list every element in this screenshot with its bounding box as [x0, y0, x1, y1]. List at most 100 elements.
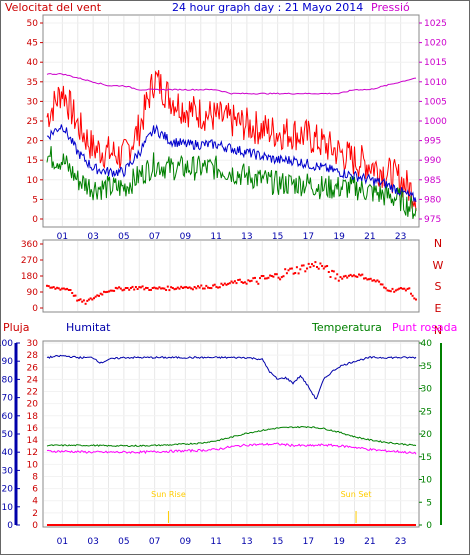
humidity-axis-ticks: 0 10 20 30 40 50 60 70 80 90 100 — [0, 339, 20, 531]
direction-point — [327, 271, 330, 273]
direction-point — [163, 287, 166, 290]
humidity-tick-label: 10 — [2, 503, 14, 513]
direction-point — [336, 273, 339, 276]
pressure-axis-ticks: 975 980 985 990 995 1000 1005 1010 1015 1020 1025 — [419, 19, 447, 225]
direction-axis-ticks: 0 90 180 270 360 — [21, 240, 43, 314]
temperature-label: Temperatura — [311, 321, 382, 334]
humidity-tick-label: 20 — [2, 485, 14, 495]
direction-point — [81, 300, 84, 303]
direction-point — [398, 287, 401, 290]
direction-point — [156, 287, 159, 290]
direction-point — [198, 286, 201, 289]
direction-point — [94, 295, 97, 298]
pressure-tick-label: 1005 — [424, 97, 447, 107]
direction-point — [383, 286, 386, 289]
direction-point — [339, 276, 342, 279]
direction-point — [215, 285, 218, 288]
direction-point — [76, 299, 79, 302]
direction-point — [153, 286, 156, 289]
x-tick-label: 01 — [57, 232, 68, 242]
direction-point — [384, 287, 387, 290]
direction-point — [344, 274, 347, 277]
direction-point — [203, 287, 206, 290]
direction-point — [116, 287, 119, 290]
pressure-tick-label: 1025 — [424, 19, 447, 29]
direction-point — [280, 276, 283, 279]
humidity-tick-label: 60 — [2, 412, 14, 422]
direction-point — [363, 277, 365, 280]
direction-point — [262, 275, 265, 277]
direction-point — [374, 280, 377, 283]
pressure-label: Pressió — [371, 1, 410, 14]
x-tick-label: 05 — [118, 232, 129, 242]
direction-point — [366, 278, 369, 281]
direction-tick-label: 360 — [21, 240, 38, 250]
direction-point — [155, 287, 157, 290]
wind-x-axis-ticks: 01 03 05 07 09 11 13 15 17 19 21 23 — [57, 232, 407, 242]
direction-point — [290, 267, 293, 270]
rain-tick-label: 0 — [32, 521, 38, 531]
direction-point — [98, 294, 100, 297]
direction-point — [304, 270, 307, 273]
graph-title: 24 hour graph day : 21 Mayo 2014 — [172, 1, 363, 14]
wind-tick-label: 10 — [27, 176, 39, 186]
direction-point — [150, 288, 152, 291]
x-tick-label: 13 — [241, 232, 252, 242]
x-tick-label: 03 — [87, 537, 98, 547]
direction-point — [148, 289, 151, 291]
humidity-tick-label: 70 — [2, 394, 14, 404]
wind-avg-line — [46, 124, 417, 203]
direction-point — [183, 286, 186, 289]
pressure-line — [46, 72, 417, 95]
direction-point — [210, 287, 213, 290]
direction-point — [381, 283, 384, 286]
direction-point — [235, 282, 238, 285]
direction-point — [233, 280, 236, 283]
temperature-axis-ticks: 0 5 10 15 20 25 30 35 40 — [419, 339, 442, 531]
direction-point — [396, 288, 399, 291]
direction-point — [404, 289, 407, 292]
direction-point — [240, 281, 243, 283]
direction-point — [260, 275, 263, 277]
direction-point — [139, 286, 142, 289]
direction-point — [267, 276, 270, 279]
direction-point — [274, 273, 277, 276]
direction-point — [311, 263, 313, 266]
direction-point — [165, 289, 168, 291]
wind-tick-label: 50 — [27, 19, 39, 29]
direction-point — [413, 297, 416, 300]
direction-point — [242, 281, 245, 284]
direction-point — [200, 284, 203, 287]
temp-humidity-series — [46, 354, 417, 526]
direction-point — [321, 265, 324, 267]
direction-tick-label: 270 — [21, 256, 38, 266]
direction-point — [287, 269, 290, 272]
direction-point — [141, 285, 144, 288]
pressure-tick-label: 1000 — [424, 117, 447, 127]
rain-tick-label: 22 — [27, 388, 38, 398]
direction-point — [403, 287, 406, 290]
direction-point — [161, 287, 164, 290]
x-tick-label: 23 — [395, 537, 406, 547]
direction-point — [230, 280, 233, 283]
direction-tick-label: 90 — [27, 288, 39, 298]
direction-point — [347, 274, 350, 277]
direction-point — [89, 297, 92, 300]
sun-rise-label: Sun Rise — [151, 490, 186, 499]
direction-point — [314, 261, 317, 264]
direction-point — [307, 262, 310, 265]
direction-point — [176, 286, 179, 289]
direction-point — [205, 284, 208, 287]
direction-point — [349, 273, 352, 276]
direction-point — [64, 288, 67, 291]
direction-point — [399, 287, 402, 289]
wind-gust-line — [46, 70, 417, 212]
direction-point — [285, 272, 288, 275]
direction-point — [250, 279, 253, 282]
x-tick-label: 01 — [57, 537, 68, 547]
direction-point — [193, 286, 196, 288]
direction-point — [410, 292, 412, 295]
direction-point — [272, 275, 275, 278]
rain-tick-label: 26 — [27, 363, 39, 373]
